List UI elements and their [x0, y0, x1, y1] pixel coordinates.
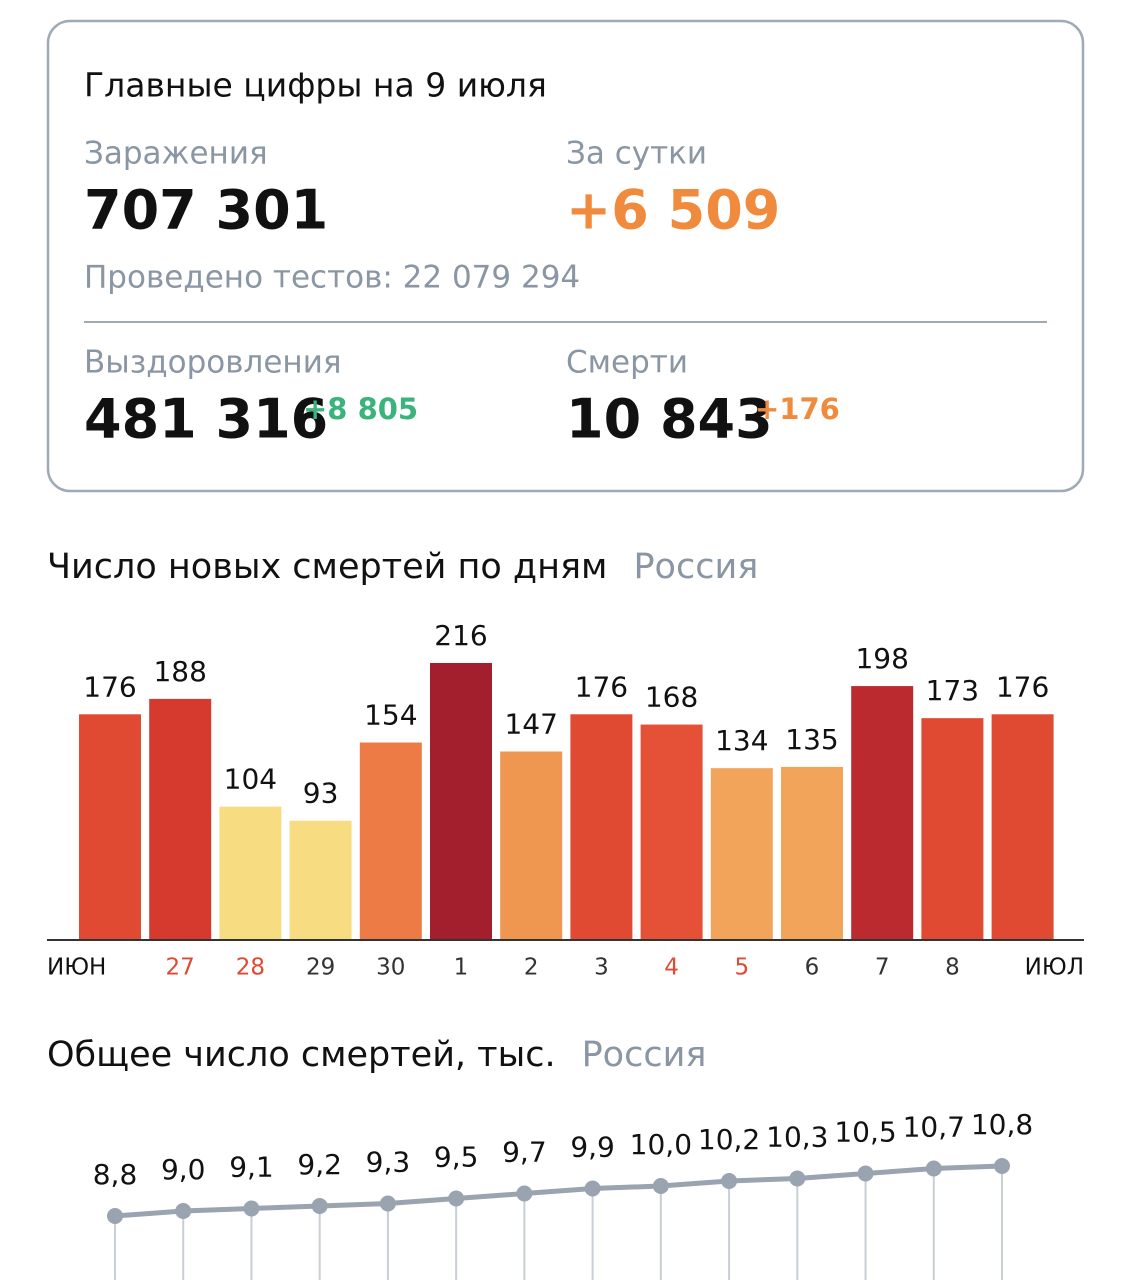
value-label: 8,8: [93, 1158, 138, 1191]
value-label: 9,1: [229, 1151, 274, 1184]
point: [584, 1180, 601, 1197]
x-tick-label: 4: [664, 955, 679, 981]
bar: [289, 820, 352, 940]
value-label: 10,0: [630, 1128, 692, 1161]
bar: [500, 751, 563, 940]
recoveries-label: Выздоровления: [84, 345, 342, 381]
chart-subtitle: Россия: [582, 1035, 707, 1075]
recoveries-delta: +8 805: [303, 392, 418, 426]
x-tick-label: 7: [875, 955, 890, 981]
recoveries-value: 481 316: [84, 388, 328, 451]
value-label: 173: [926, 674, 979, 707]
x-tick-label: 30: [376, 955, 405, 981]
infections-value: 707 301: [84, 179, 328, 242]
tests: Проведено тестов: 22 079 294: [84, 260, 580, 296]
card-title: Главные цифры на 9 июля: [84, 66, 547, 105]
month-label: ИЮН: [47, 955, 106, 981]
value-label: 176: [83, 670, 136, 703]
value-label: 216: [434, 619, 487, 652]
value-label: 168: [645, 681, 698, 714]
bar: [430, 663, 492, 940]
x-tick-label: 5: [734, 955, 749, 981]
value-label: 9,3: [366, 1146, 411, 1179]
value-label: 9,2: [297, 1148, 342, 1181]
bar: [219, 806, 282, 940]
point: [857, 1165, 874, 1182]
x-tick-label: 3: [594, 955, 609, 981]
value-label: 188: [153, 655, 206, 688]
point: [652, 1178, 669, 1194]
deaths-label: Смерти: [566, 345, 688, 381]
bar: [570, 714, 633, 940]
value-label: 9,5: [434, 1141, 479, 1174]
value-label: 10,3: [766, 1121, 828, 1154]
deaths-delta: +176: [755, 392, 840, 426]
bar: [991, 714, 1054, 940]
infections-label: Заражения: [84, 136, 268, 172]
value-label: 10,7: [903, 1111, 965, 1144]
value-label: 10,5: [834, 1116, 896, 1149]
bar: [359, 742, 422, 940]
x-tick-label: 28: [236, 955, 265, 981]
bar: [640, 724, 703, 940]
point: [175, 1203, 192, 1219]
x-tick-label: 29: [306, 955, 335, 981]
line: [114, 1163, 1003, 1219]
deaths-value: 10 843: [566, 388, 773, 451]
x-tick-label: 1: [454, 955, 469, 981]
daily-value: +6 509: [566, 179, 780, 242]
value-label: 176: [575, 670, 628, 703]
value-label: 9,7: [502, 1136, 547, 1169]
bar: [781, 766, 843, 940]
point: [789, 1170, 806, 1187]
value-label: 147: [504, 707, 557, 740]
bar: [79, 714, 141, 940]
point: [311, 1198, 328, 1214]
month-label: ИЮЛ: [1025, 955, 1084, 981]
value-label: 176: [996, 670, 1049, 703]
chart-subtitle: Россия: [633, 547, 758, 587]
daily-label: За сутки: [566, 136, 707, 172]
point: [448, 1190, 465, 1207]
x-tick-label: 2: [524, 955, 539, 981]
bar: [710, 768, 773, 940]
value-label: 104: [224, 763, 277, 796]
point: [516, 1185, 533, 1202]
point: [379, 1195, 396, 1212]
value-label: 10,2: [698, 1123, 760, 1156]
x-tick-label: 27: [166, 955, 195, 981]
point: [107, 1208, 123, 1224]
point: [721, 1173, 738, 1189]
value-label: 10,8: [971, 1108, 1033, 1141]
bar: [851, 686, 914, 940]
card: [46, 19, 1085, 493]
x-tick-label: 8: [945, 955, 960, 981]
chart-title: Общее число смертей, тыс.: [47, 1035, 556, 1075]
point: [994, 1158, 1010, 1174]
chart-title: Число новых смертей по дням: [47, 547, 607, 587]
value-label: 154: [364, 699, 417, 732]
value-label: 134: [715, 724, 768, 757]
point: [925, 1160, 942, 1177]
bar: [921, 718, 984, 940]
value-label: 135: [785, 723, 838, 756]
point: [243, 1200, 260, 1217]
value-label: 9,0: [161, 1153, 206, 1186]
value-label: 93: [303, 777, 339, 810]
x-tick-label: 6: [805, 955, 820, 981]
value-label: 9,9: [570, 1131, 615, 1164]
bar: [149, 698, 212, 940]
value-label: 198: [855, 642, 908, 675]
